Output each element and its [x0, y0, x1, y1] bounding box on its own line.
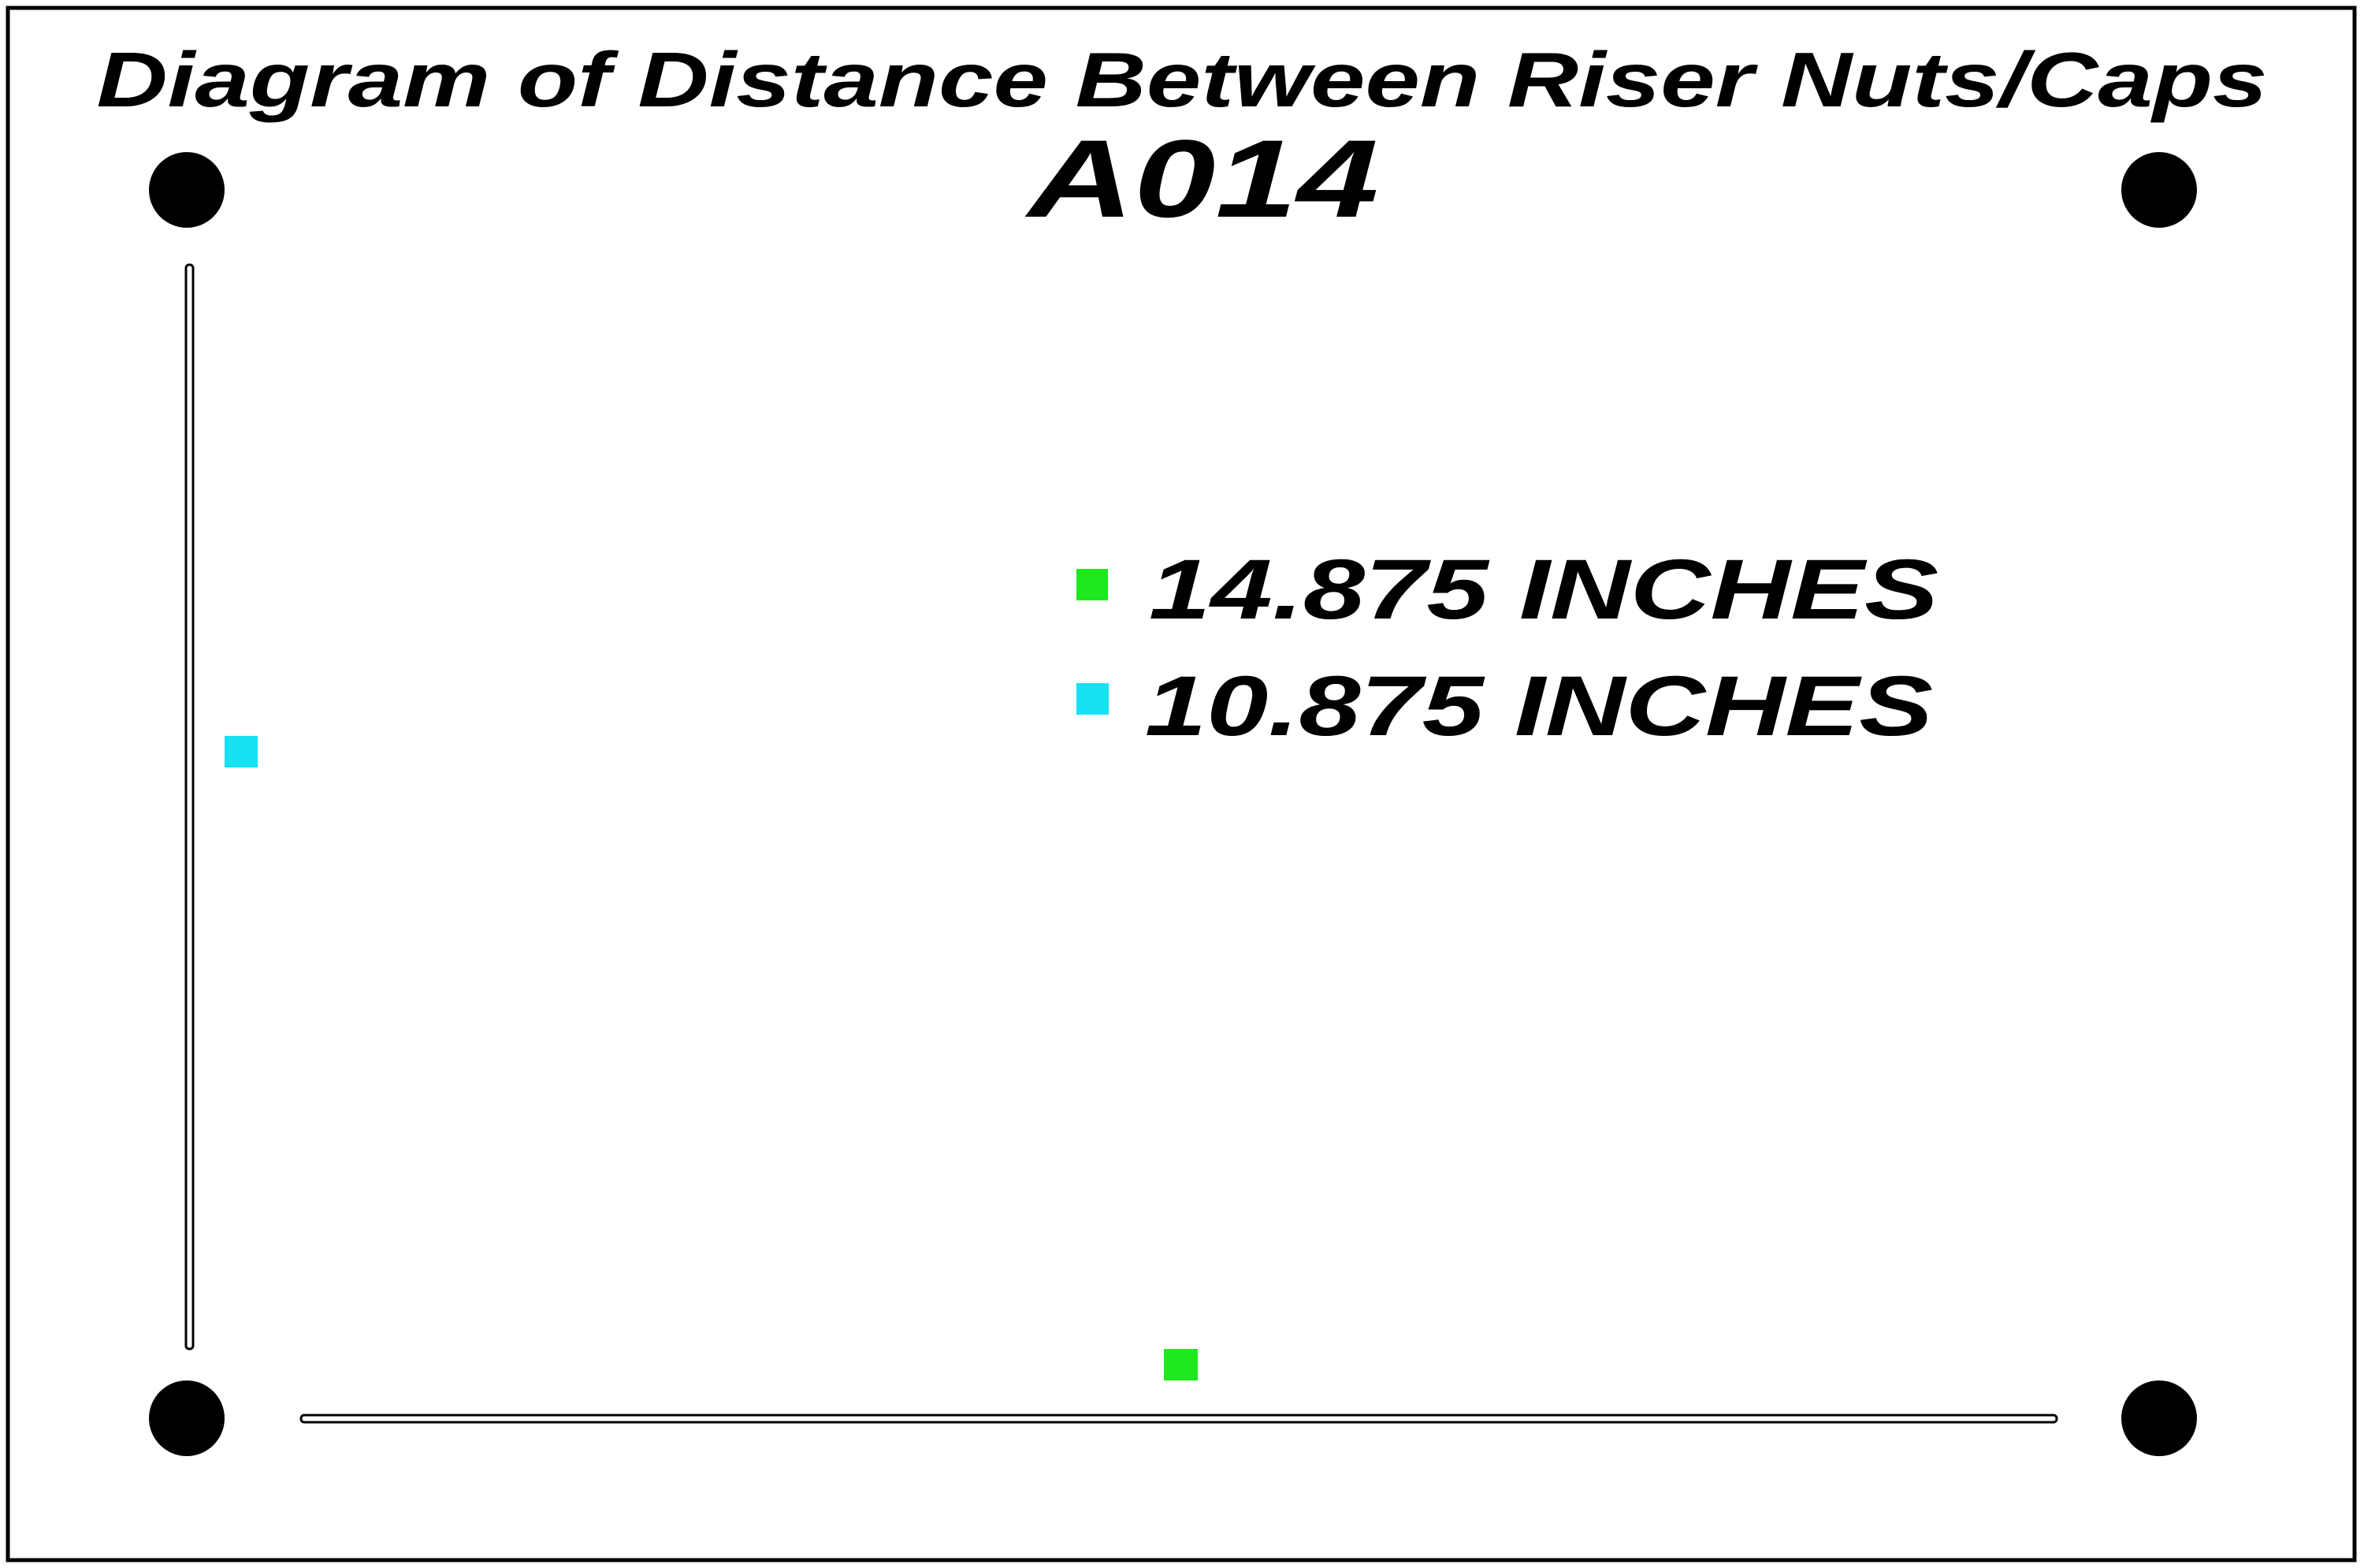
riser-nut-top-right — [2121, 152, 2197, 228]
riser-nut-bottom-left — [149, 1380, 225, 1456]
cyan-marker-vertical — [225, 736, 258, 767]
diagram-title: Diagram of Distance Between Riser Nuts/C… — [97, 36, 2268, 123]
riser-nut-bottom-right — [2121, 1380, 2197, 1456]
green-marker-horizontal — [1164, 1349, 1198, 1380]
diagram-border — [6, 6, 2357, 1562]
legend-label-14875: 14.875 INCHES — [1149, 541, 1938, 637]
vertical-dimension-line — [184, 263, 195, 1351]
model-number: A014 — [1025, 117, 1379, 240]
riser-nut-top-left — [149, 152, 225, 228]
legend-swatch-cyan — [1076, 683, 1109, 715]
legend: 14.875 INCHES 10.875 INCHES — [1076, 541, 1938, 753]
legend-swatch-green — [1076, 569, 1108, 600]
horizontal-dimension-line — [299, 1414, 2058, 1424]
legend-label-10875: 10.875 INCHES — [1145, 658, 1933, 753]
